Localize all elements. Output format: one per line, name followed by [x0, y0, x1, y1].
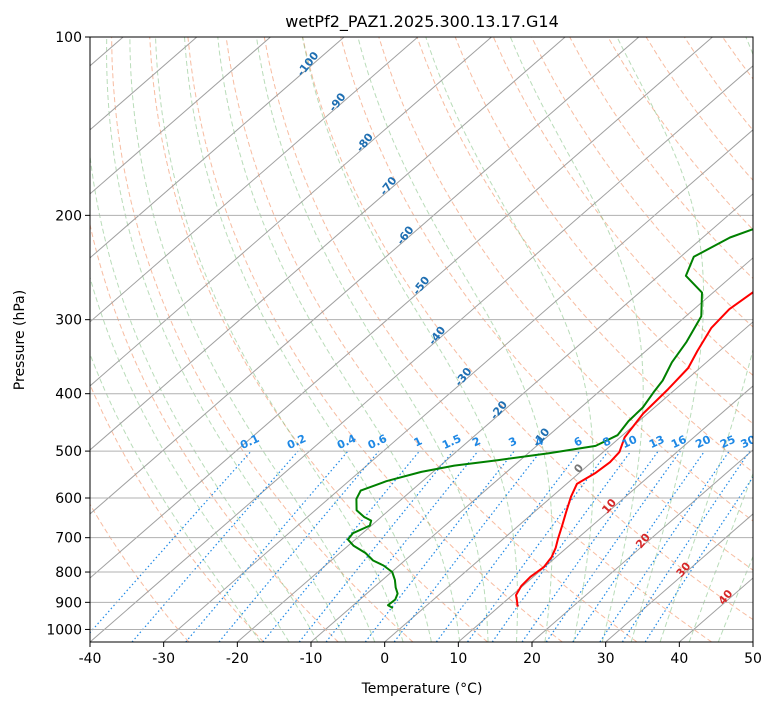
mixing-ratio-line [393, 450, 542, 642]
mixing-ratio-label: 16 [669, 433, 689, 451]
moist-adiabat-line [509, 37, 644, 642]
dry-adiabat-line [302, 37, 753, 621]
dry-adiabat-line [187, 37, 563, 642]
background-lines [90, 37, 753, 642]
y-tick-label: 100 [55, 30, 82, 46]
mixing-ratio-label: 30 [739, 433, 759, 451]
isotherm-line [90, 37, 640, 515]
x-tick-label: 10 [449, 651, 467, 667]
mixing-ratio-line [262, 450, 420, 642]
moist-adiabat-line [256, 37, 489, 642]
isotherm-line [90, 65, 753, 642]
x-tick-label: 30 [597, 651, 615, 667]
y-tick-label: 900 [55, 595, 82, 611]
chart-title: wetPf2_PAZ1.2025.300.13.17.G14 [285, 12, 559, 32]
mixing-ratio-line [491, 450, 632, 642]
mixing-ratio-line [521, 450, 659, 642]
moist-adiabat-line [357, 37, 553, 642]
mixing-ratio-line [621, 450, 751, 642]
y-tick-label: 700 [55, 531, 82, 547]
isotherm-line [90, 37, 492, 387]
x-tick-label: 40 [670, 651, 688, 667]
isotherm-line [237, 193, 753, 642]
mixing-ratio-label: 25 [718, 433, 737, 451]
dewpoint-line [346, 228, 753, 609]
x-tick-label: -20 [226, 651, 249, 667]
mixing-ratio-line [572, 450, 706, 642]
moist-adiabat-line [659, 37, 753, 642]
dry-adiabat-line [149, 37, 488, 642]
isotherm-line [384, 321, 753, 642]
x-tick-label: -40 [79, 651, 102, 667]
mixing-ratio-line [644, 476, 753, 642]
isotherm-line [458, 385, 753, 642]
moist-adiabat-line [90, 352, 261, 642]
moist-adiabat-line [616, 37, 705, 642]
moist-adiabat-line [155, 37, 404, 642]
mixing-ratio-line [467, 450, 609, 642]
dry-adiabat-line [90, 383, 264, 642]
dry-adiabat-line [416, 37, 753, 473]
isotherm-line [90, 37, 419, 323]
isotherm-line [90, 37, 271, 195]
dry-adiabat-line [454, 37, 753, 425]
plot-frame [89, 36, 754, 643]
mixing-ratio-label: 20 [693, 433, 713, 451]
isotherm-line [605, 513, 753, 642]
mixing-ratio-line [185, 450, 349, 642]
isotherm-line [90, 37, 345, 259]
x-tick-label: -30 [152, 651, 175, 667]
mixing-ratio-label: 10 [620, 433, 640, 451]
mixing-ratio-line [298, 450, 454, 642]
mixing-ratio-line [325, 450, 479, 642]
x-tick-label: 0 [380, 651, 389, 667]
dry-adiabat-line [340, 37, 753, 571]
x-tick-label: -10 [300, 651, 323, 667]
x-tick-label: 20 [523, 651, 541, 667]
dry-adiabat-line [90, 222, 339, 642]
mixing-ratio-line [218, 450, 380, 642]
y-tick-label: 1000 [46, 622, 82, 638]
dry-adiabat-line [378, 37, 753, 522]
isotherm-line [531, 449, 753, 642]
y-axis-label: Pressure (hPa) [12, 290, 28, 390]
dry-adiabat-line [531, 37, 753, 328]
isotherm-line [90, 37, 566, 451]
y-tick-label: 600 [55, 491, 82, 507]
mixing-ratio-line [90, 450, 252, 634]
y-tick-label: 800 [55, 565, 82, 581]
y-tick-label: 300 [55, 313, 82, 329]
moist-adiabat-line [217, 37, 461, 642]
pressure-gridlines [90, 37, 753, 630]
moist-adiabat-line [688, 472, 753, 642]
moist-adiabat-line [90, 152, 319, 642]
axes: -40 -30 -20 -10 0 10 20 30 40 50 100 200 300 400 500 60… [46, 30, 762, 667]
mixing-ratio-line [599, 450, 730, 642]
mixing-ratio-line [545, 450, 681, 642]
x-tick-label: 50 [744, 651, 762, 667]
sounding-series [346, 228, 753, 609]
x-axis-label: Temperature (°C) [361, 681, 483, 697]
moist-adiabat-line [129, 37, 376, 642]
y-tick-label: 500 [55, 444, 82, 460]
y-tick-label: 200 [55, 208, 82, 224]
y-tick-label: 400 [55, 387, 82, 403]
mixing-ratio-line [435, 450, 581, 642]
isotherm-line [163, 129, 753, 642]
temperature-line [515, 291, 753, 607]
moist-adiabat-line [90, 275, 290, 642]
mixing-ratio-label: 13 [647, 433, 666, 451]
moist-adiabat-line [184, 37, 432, 642]
isotherm-line [90, 37, 713, 579]
isotherm-line [310, 257, 753, 642]
moist-adiabat-line [425, 37, 594, 642]
